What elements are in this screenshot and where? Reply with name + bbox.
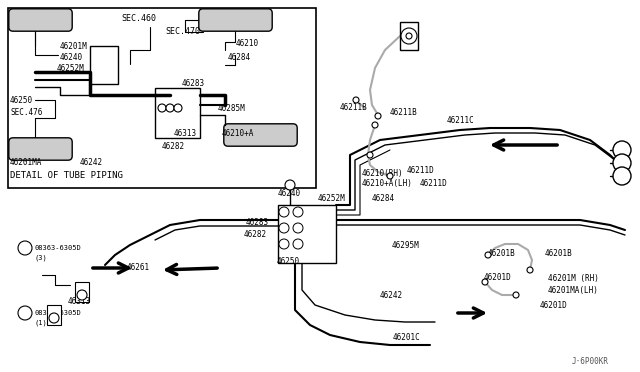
Bar (75, 282, 89, 302)
Text: 46210+A(LH): 46210+A(LH) (362, 179, 413, 187)
Text: 46201M: 46201M (60, 42, 88, 51)
Text: 46282: 46282 (244, 230, 267, 238)
FancyBboxPatch shape (199, 9, 272, 31)
Text: 46210: 46210 (236, 38, 259, 48)
Circle shape (77, 290, 87, 300)
Text: 46211D: 46211D (420, 179, 448, 187)
Circle shape (401, 28, 417, 44)
Text: f: f (294, 243, 298, 247)
Text: 08363-6305D: 08363-6305D (34, 245, 81, 251)
Text: SEC.470: SEC.470 (165, 26, 200, 35)
Circle shape (293, 239, 303, 249)
Text: 46313: 46313 (68, 298, 91, 307)
FancyBboxPatch shape (9, 9, 72, 31)
Text: (1): (1) (34, 320, 47, 326)
Text: 46211B: 46211B (340, 103, 368, 112)
Circle shape (293, 223, 303, 233)
Circle shape (18, 306, 32, 320)
Circle shape (613, 167, 631, 185)
Circle shape (18, 241, 32, 255)
Text: 46250: 46250 (10, 96, 33, 105)
Text: S: S (20, 244, 24, 253)
Bar (400, 22, 418, 50)
Circle shape (387, 173, 393, 179)
Circle shape (166, 104, 174, 112)
Text: 46283: 46283 (246, 218, 269, 227)
Text: 46242: 46242 (380, 291, 403, 299)
Circle shape (49, 313, 59, 323)
Text: 46313: 46313 (174, 128, 197, 138)
Text: 46211D: 46211D (407, 166, 435, 174)
Text: 46201D: 46201D (484, 273, 512, 282)
Text: 46201B: 46201B (488, 250, 516, 259)
Text: d: d (294, 227, 298, 231)
Text: a: a (280, 211, 284, 215)
Text: 46284: 46284 (372, 193, 395, 202)
Text: 46252M: 46252M (318, 193, 346, 202)
Text: b: b (294, 211, 298, 215)
Text: 46201MA(LH): 46201MA(LH) (548, 285, 599, 295)
Text: 46201C: 46201C (393, 334, 420, 343)
Circle shape (174, 104, 182, 112)
Circle shape (372, 122, 378, 128)
Circle shape (613, 154, 631, 172)
Circle shape (527, 267, 533, 273)
Circle shape (613, 141, 631, 159)
Text: 46242: 46242 (80, 157, 103, 167)
Circle shape (158, 104, 166, 112)
Circle shape (367, 152, 373, 158)
Text: 46283: 46283 (182, 78, 205, 87)
Circle shape (485, 252, 491, 258)
Text: 46252M: 46252M (57, 64, 84, 73)
Bar (8, 8, 316, 188)
Text: 46240: 46240 (60, 52, 83, 61)
Circle shape (293, 207, 303, 217)
Text: e: e (280, 243, 284, 247)
Bar (47, 305, 61, 325)
Text: 46295M: 46295M (392, 241, 420, 250)
Text: 46201M (RH): 46201M (RH) (548, 273, 599, 282)
Bar (155, 88, 200, 138)
Text: 46282: 46282 (162, 141, 185, 151)
Circle shape (353, 97, 359, 103)
Text: c: c (280, 227, 284, 231)
Text: SEC.476: SEC.476 (10, 108, 42, 116)
Circle shape (406, 33, 412, 39)
Text: 46201MA: 46201MA (10, 157, 42, 167)
Text: J·6P00KR: J·6P00KR (572, 357, 609, 366)
Text: 46201B: 46201B (545, 250, 573, 259)
Circle shape (279, 207, 289, 217)
Text: 46240: 46240 (278, 189, 301, 198)
Text: 46211C: 46211C (447, 115, 475, 125)
Circle shape (279, 223, 289, 233)
Bar (90, 46, 118, 84)
Text: B: B (20, 308, 24, 317)
Text: 46284: 46284 (228, 52, 251, 61)
Text: DETAIL OF TUBE PIPING: DETAIL OF TUBE PIPING (10, 170, 123, 180)
FancyBboxPatch shape (224, 124, 297, 146)
Circle shape (375, 113, 381, 119)
Circle shape (513, 292, 519, 298)
FancyBboxPatch shape (9, 138, 72, 160)
Text: 46210(RH): 46210(RH) (362, 169, 404, 177)
Text: 46210+A: 46210+A (222, 128, 254, 138)
Text: 46211B: 46211B (390, 108, 418, 116)
Text: 46261: 46261 (127, 263, 150, 272)
Text: (3): (3) (34, 255, 47, 261)
Text: SEC.460: SEC.460 (121, 13, 156, 22)
Text: 08363-6305D: 08363-6305D (34, 310, 81, 316)
Text: 46201D: 46201D (540, 301, 568, 311)
Circle shape (279, 239, 289, 249)
Bar (278, 205, 336, 263)
Circle shape (285, 180, 295, 190)
Circle shape (482, 279, 488, 285)
Text: 46285M: 46285M (218, 103, 246, 112)
Text: 46250: 46250 (277, 257, 300, 266)
